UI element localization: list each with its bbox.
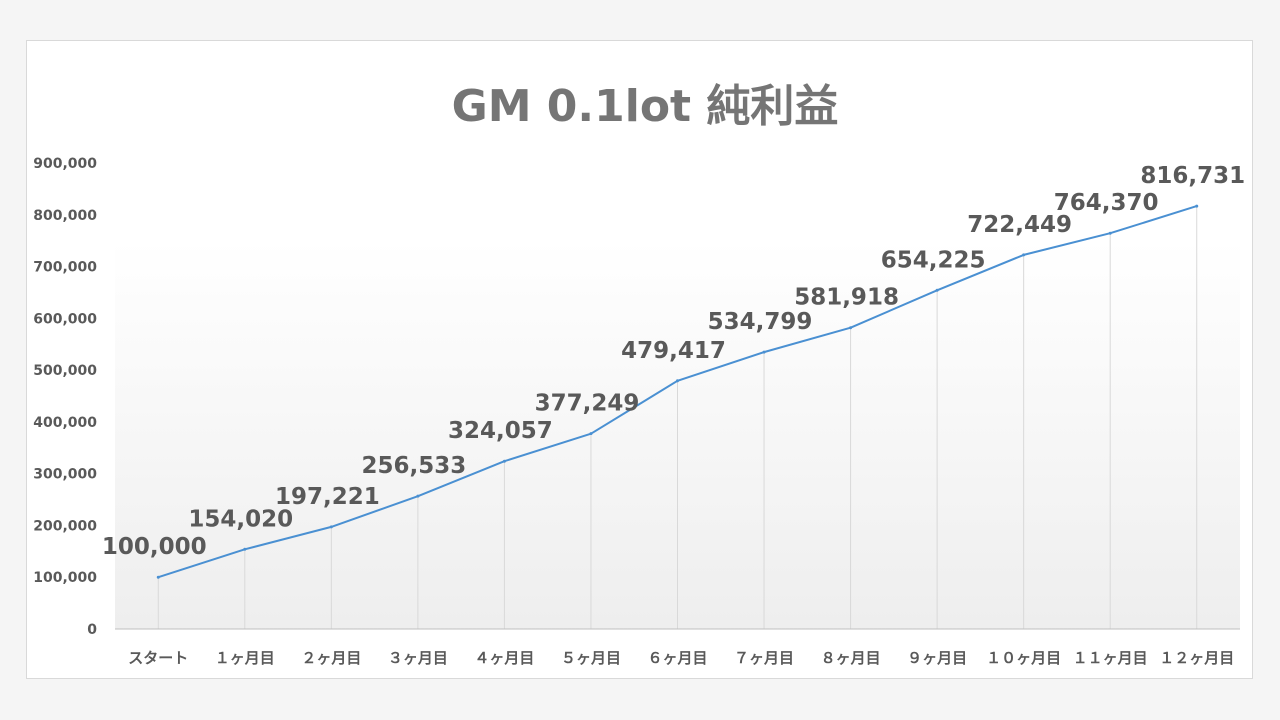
data-label: 581,918 (794, 285, 899, 311)
y-tick-label: 100,000 (33, 570, 97, 586)
data-point (676, 379, 679, 383)
data-point (416, 494, 420, 498)
data-point (329, 525, 333, 529)
x-tick-label: ４ヶ月目 (474, 649, 534, 667)
x-tick-label: ５ヶ月目 (561, 649, 621, 667)
x-tick-label: ７ヶ月目 (734, 649, 794, 667)
y-tick-label: 300,000 (33, 467, 97, 483)
y-tick-label: 800,000 (33, 208, 97, 224)
y-tick-label: 600,000 (33, 311, 97, 327)
data-label: 479,417 (621, 338, 726, 364)
data-point (1195, 204, 1199, 208)
data-label: 764,370 (1054, 190, 1159, 216)
data-point (589, 432, 593, 436)
data-point (935, 288, 939, 292)
data-point (1108, 231, 1112, 235)
y-tick-label: 500,000 (33, 363, 97, 379)
data-label: 654,225 (881, 247, 986, 273)
x-tick-label: １ヶ月目 (215, 649, 275, 667)
x-tick-label: ３ヶ月目 (388, 649, 448, 667)
data-point (243, 547, 247, 551)
y-tick-label: 900,000 (33, 156, 97, 172)
x-tick-label: １１ヶ月目 (1073, 649, 1148, 667)
data-point (849, 326, 853, 330)
data-label: 256,533 (362, 453, 467, 479)
data-point (1022, 253, 1026, 257)
y-tick-label: 700,000 (33, 260, 97, 276)
y-tick-label: 400,000 (33, 415, 97, 431)
data-point (156, 575, 160, 579)
x-tick-label: ９ヶ月目 (907, 649, 967, 667)
x-tick-label: １０ヶ月目 (986, 649, 1061, 667)
data-label: 377,249 (535, 391, 640, 417)
y-tick-label: 0 (87, 622, 97, 638)
data-label: 722,449 (967, 212, 1072, 238)
data-label: 534,799 (708, 309, 813, 335)
x-tick-label: １２ヶ月目 (1159, 649, 1234, 667)
data-label: 100,000 (102, 534, 207, 560)
chart-title: GM 0.1lot 純利益 (451, 81, 839, 132)
x-tick-label: ６ヶ月目 (647, 649, 707, 667)
x-tick-label: ２ヶ月目 (301, 649, 361, 667)
data-label: 154,020 (188, 506, 293, 532)
y-tick-label: 200,000 (33, 518, 97, 534)
x-tick-label: ８ヶ月目 (821, 649, 881, 667)
data-label: 324,057 (448, 418, 553, 444)
data-label: 816,731 (1140, 163, 1245, 189)
data-point (502, 459, 506, 463)
data-label: 197,221 (275, 484, 380, 510)
data-point (762, 350, 766, 354)
x-tick-label: スタート (128, 649, 188, 667)
